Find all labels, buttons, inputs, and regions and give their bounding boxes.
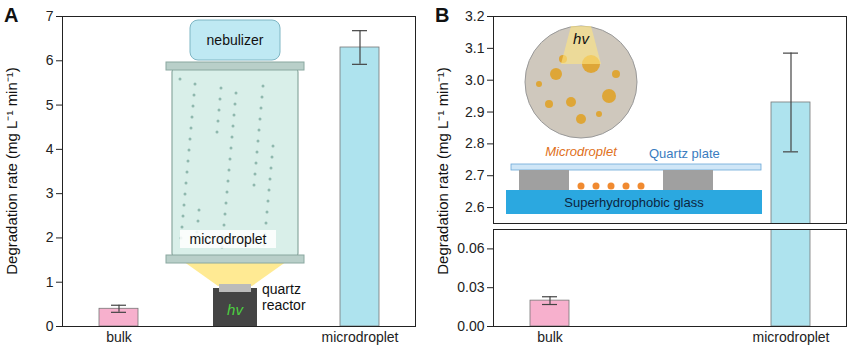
svg-text:3.1: 3.1	[465, 40, 485, 56]
svg-text:4: 4	[46, 141, 54, 157]
svg-text:0: 0	[46, 318, 54, 334]
svg-text:microdroplet: microdroplet	[189, 231, 266, 247]
svg-text:Microdroplet: Microdroplet	[545, 144, 618, 159]
svg-text:microdroplet: microdroplet	[752, 329, 829, 345]
svg-text:Degradation rate (mg L⁻¹ min⁻¹: Degradation rate (mg L⁻¹ min⁻¹)	[3, 67, 20, 275]
svg-text:Degradation rate (mg L⁻¹ min⁻¹: Degradation rate (mg L⁻¹ min⁻¹)	[434, 67, 451, 275]
svg-text:2: 2	[46, 229, 54, 245]
svg-text:hv: hv	[573, 30, 590, 47]
svg-text:1: 1	[46, 274, 54, 290]
svg-text:3.2: 3.2	[465, 8, 485, 24]
svg-text:2.6: 2.6	[465, 199, 485, 215]
svg-text:2.8: 2.8	[465, 135, 485, 151]
svg-text:bulk: bulk	[537, 329, 564, 345]
svg-text:0.00: 0.00	[457, 318, 484, 334]
svg-text:hv: hv	[227, 301, 244, 318]
svg-text:3: 3	[46, 185, 54, 201]
svg-text:nebulizer: nebulizer	[207, 32, 264, 48]
svg-text:6: 6	[46, 52, 54, 68]
svg-text:0.03: 0.03	[457, 279, 484, 295]
svg-text:A: A	[4, 4, 18, 26]
svg-text:5: 5	[46, 97, 54, 113]
svg-text:Superhydrophobic glass: Superhydrophobic glass	[564, 195, 704, 210]
svg-text:bulk: bulk	[106, 329, 133, 345]
svg-text:3.0: 3.0	[465, 72, 485, 88]
svg-text:Quartz plate: Quartz plate	[649, 146, 720, 161]
svg-text:quartz: quartz	[262, 281, 301, 297]
svg-text:0.06: 0.06	[457, 240, 484, 256]
svg-text:7: 7	[46, 8, 54, 24]
svg-text:2.9: 2.9	[465, 104, 485, 120]
svg-text:2.7: 2.7	[465, 167, 485, 183]
svg-text:microdroplet: microdroplet	[321, 329, 398, 345]
svg-text:reactor: reactor	[262, 297, 306, 313]
svg-text:B: B	[435, 4, 449, 26]
